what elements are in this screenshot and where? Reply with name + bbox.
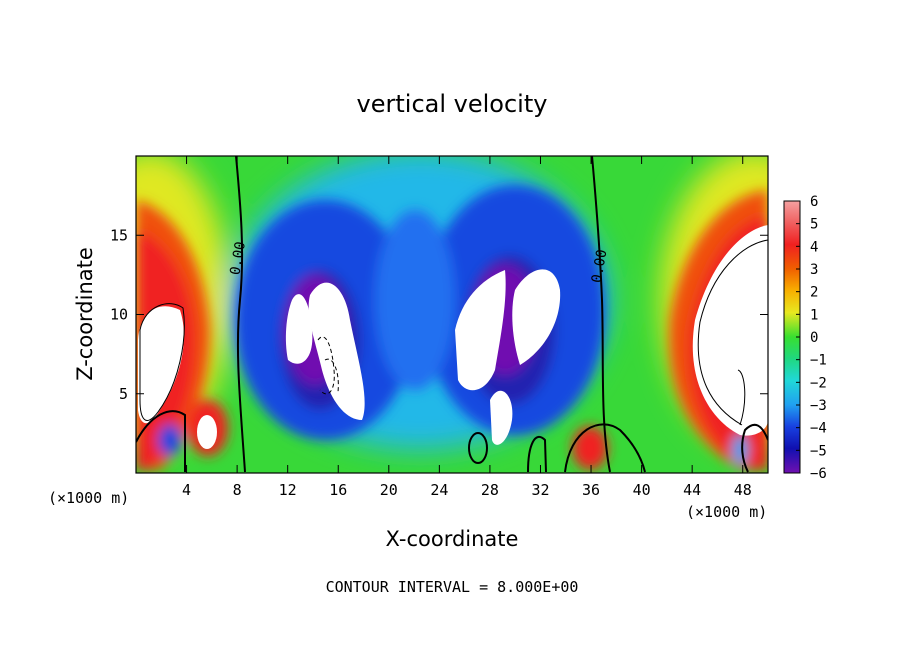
x-tick-label-0: 4 [182,481,191,499]
x-tick-label-5: 24 [430,481,448,499]
x-axis: 4 8 12 16 20 24 28 32 36 40 44 48 [182,156,752,499]
left-down-core-b [308,282,365,420]
right-white-core [692,225,768,436]
x-unit-right: (×1000 m) [686,503,767,521]
colorbar-tick-label-2: 4 [810,239,818,255]
x-tick-label-7: 32 [531,481,549,499]
colorbar-ticks: 6 5 4 3 2 1 0 −1 −2 −3 −4 −5 −6 [796,194,827,482]
chart-title: vertical velocity [357,90,548,118]
x-tick-label-2: 12 [279,481,297,499]
contour-label-1: 0.00 [589,248,611,284]
x-tick-label-11: 48 [734,481,752,499]
contour-interval-label: CONTOUR INTERVAL = 8.000E+00 [326,578,579,596]
small-blue-cell [158,424,182,456]
colorbar-tick-label-4: 2 [810,285,818,301]
dashed-contours [317,336,339,395]
colorbar-tick-label-6: 0 [810,330,818,346]
colorbar-tick-label-12: −6 [810,466,827,482]
x-tick-label-10: 44 [683,481,701,499]
contour-label-0: 0.00 [227,240,249,276]
right-down-core-a [455,270,506,391]
y-axis: 5 10 15 [110,226,768,403]
colorbar-tick-label-1: 5 [810,217,818,233]
left-down-core-a [285,294,313,364]
x-tick-label-1: 8 [233,481,242,499]
zero-contour-right-bump [564,423,646,473]
y-tick-label-2: 15 [110,226,128,244]
colorbar-tick-label-9: −3 [810,398,827,414]
colorbar-tick-label-8: −2 [810,375,827,391]
small-red-cell-2 [572,426,608,470]
small-cyan-cell [732,434,748,466]
y-axis-title: Z-coordinate [73,247,97,381]
y-tick-label-1: 10 [110,306,128,324]
zero-contour-ellipse-b [527,435,547,473]
colorbar-tick-label-5: 1 [810,307,818,323]
zero-contours [136,156,768,473]
x-tick-label-3: 16 [329,481,347,499]
y-tick-label-0: 5 [119,385,128,403]
heatmap-field: 0.00 0.00 [136,156,768,473]
colorbar-tick-label-11: −5 [810,443,827,459]
x-axis-title: X-coordinate [386,527,519,551]
colorbar-tick-label-3: 3 [810,262,818,278]
right-down-core-c [490,390,513,445]
right-down-core-b [512,269,561,365]
small-white-core [197,415,217,449]
zero-contour-ellipse-a [468,432,488,464]
colorbar-tick-label-10: −4 [810,421,827,437]
zero-contour-left [235,156,246,473]
colorbar-tick-label-7: −1 [810,353,827,369]
x-tick-label-9: 40 [633,481,651,499]
x-tick-label-8: 36 [582,481,600,499]
x-unit-left: (×1000 m) [48,489,129,507]
center-blue [375,210,455,390]
colorbar-tick-label-0: 6 [810,194,818,210]
thin-contours [139,239,768,426]
x-tick-label-6: 28 [481,481,499,499]
zero-contour-small-left [136,410,186,472]
zero-contour-right-corner [741,423,768,473]
x-tick-label-4: 20 [380,481,398,499]
left-white-core [138,306,184,424]
